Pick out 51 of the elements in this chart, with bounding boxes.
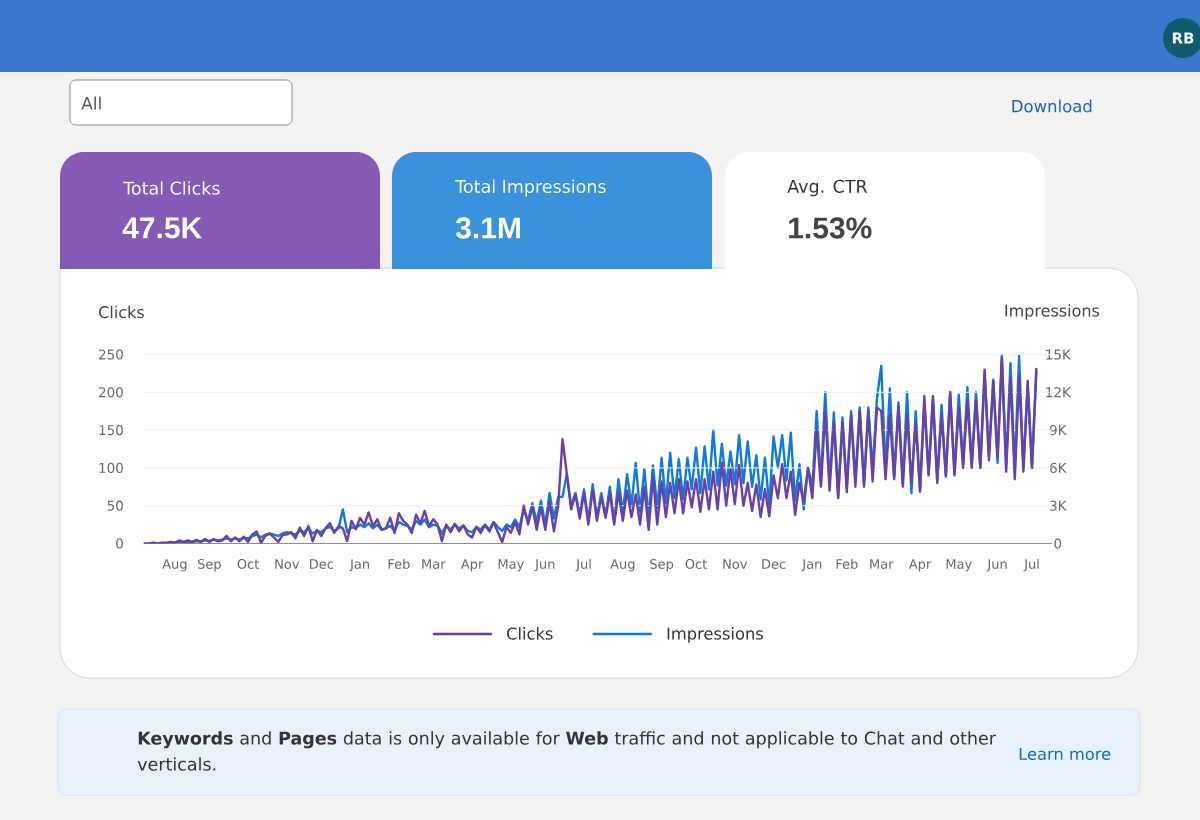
text: 3.1M [455, 217, 520, 239]
text: Avg. CTR [787, 179, 868, 197]
y-tick-label: 50 [107, 500, 123, 511]
y2-tick-label: 3K [1050, 500, 1067, 511]
x-tick-label: Jul [575, 558, 591, 572]
y-tick-label: 0 [116, 538, 123, 549]
text: 1.53% [789, 217, 872, 239]
legend-label: Impressions [667, 627, 763, 643]
x-tick-label: Sep [650, 559, 674, 572]
text: RB [1172, 32, 1194, 44]
y2-axis-title: Impressions [1005, 304, 1100, 320]
x-tick-label: Oct [685, 559, 707, 569]
x-tick-label: Feb [836, 558, 858, 569]
y2-tick-label: 12K [1046, 387, 1072, 398]
x-tick-label: Jan [801, 559, 822, 572]
text: 47.5K [122, 217, 202, 239]
y-tick-label: 100 [99, 462, 123, 473]
x-tick-label: Jul [1023, 558, 1039, 572]
x-tick-label: Mar [422, 559, 446, 569]
y-tick-label: 200 [99, 387, 123, 398]
x-tick-label: May [946, 559, 972, 572]
x-tick-label: Jun [986, 559, 1007, 572]
y2-tick-label: 9K [1049, 424, 1067, 436]
x-tick-label: May [498, 559, 524, 572]
x-tick-label: Jan [349, 559, 369, 572]
x-tick-label: Apr [908, 559, 932, 572]
text: Learn more [1019, 747, 1111, 761]
text: Total Clicks [123, 181, 220, 195]
y2-tick-label: 0 [1054, 538, 1062, 549]
y-axis-title: Clicks [99, 305, 144, 319]
x-tick-label: Dec [762, 559, 786, 569]
text: All [81, 96, 101, 110]
x-tick-label: Oct [237, 559, 260, 569]
legend-label: Clicks [507, 627, 553, 640]
y2-tick-label: 6K [1050, 462, 1067, 473]
x-tick-label: Aug [162, 559, 187, 572]
text: Download [1012, 99, 1092, 113]
y-tick-label: 150 [99, 424, 123, 436]
x-tick-label: Sep [197, 559, 221, 572]
text: Keywords and Pages data is only available for Web traffic and not applicable to Chat and other verticals. [137, 731, 996, 771]
text: Total Impressions [455, 179, 606, 197]
x-tick-label: Aug [610, 559, 635, 572]
x-tick-label: Jun [534, 559, 555, 572]
x-tick-label: Nov [275, 559, 300, 569]
y-tick-label: 250 [99, 349, 123, 360]
x-tick-label: Nov [723, 559, 748, 569]
x-tick-label: Mar [870, 559, 894, 569]
x-tick-label: Apr [460, 559, 484, 572]
x-tick-label: Feb [388, 558, 410, 569]
y2-tick-label: 15K [1046, 349, 1072, 360]
x-tick-label: Dec [310, 559, 334, 569]
